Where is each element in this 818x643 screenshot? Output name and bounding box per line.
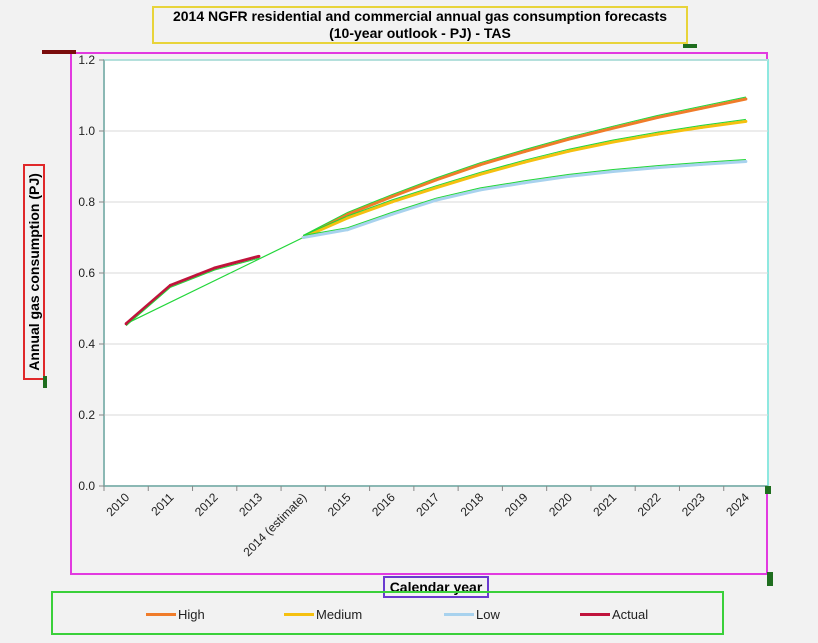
legend-item-high: High bbox=[146, 605, 205, 623]
series-highlight-high bbox=[302, 96, 747, 236]
legend-item-medium: Medium bbox=[284, 605, 362, 623]
x-tick-label: 2017 bbox=[413, 490, 442, 519]
data-point-actual bbox=[257, 254, 261, 258]
selection-handle bbox=[43, 376, 47, 388]
x-tick-label: 2021 bbox=[590, 490, 619, 519]
selection-handle bbox=[683, 44, 697, 48]
data-point-medium bbox=[523, 160, 527, 164]
y-axis-label-box bbox=[23, 164, 45, 380]
x-tick-label: 2016 bbox=[369, 490, 398, 519]
data-point-medium bbox=[567, 149, 571, 153]
data-point-medium bbox=[655, 132, 659, 136]
y-axis-label: Annual gas consumption (PJ) bbox=[26, 173, 42, 371]
x-tick-label: 2024 bbox=[723, 490, 752, 519]
selection-handle bbox=[765, 486, 771, 494]
series-highlight-medium bbox=[302, 118, 746, 236]
data-point-low bbox=[567, 174, 571, 178]
y-tick-label: 0.0 bbox=[78, 479, 95, 493]
data-point-actual bbox=[124, 322, 128, 326]
y-tick-label: 1.2 bbox=[78, 53, 95, 67]
data-point-medium bbox=[390, 200, 394, 204]
data-point-high bbox=[700, 106, 704, 110]
x-tick-label: 2019 bbox=[502, 490, 531, 519]
data-point-low bbox=[478, 188, 482, 192]
data-point-high bbox=[345, 212, 349, 216]
legend-swatch-high bbox=[146, 612, 176, 616]
series-highlight-low bbox=[303, 159, 746, 236]
legend-swatch-actual bbox=[580, 612, 610, 616]
legend-label-high: High bbox=[178, 606, 205, 622]
selection-handle bbox=[767, 572, 773, 586]
x-tick-label: 2012 bbox=[192, 490, 221, 519]
data-point-high bbox=[655, 116, 659, 120]
data-point-low bbox=[655, 166, 659, 170]
data-point-medium bbox=[611, 140, 615, 144]
data-point-high bbox=[567, 137, 571, 141]
data-point-medium bbox=[345, 216, 349, 220]
data-point-low bbox=[611, 169, 615, 173]
x-tick-label: 2023 bbox=[679, 490, 708, 519]
data-point-low bbox=[523, 181, 527, 185]
x-tick-label: 2022 bbox=[635, 490, 664, 519]
y-tick-label: 0.8 bbox=[78, 195, 95, 209]
data-point-low bbox=[700, 162, 704, 166]
x-tick-label: 2010 bbox=[103, 490, 132, 519]
y-tick-label: 0.2 bbox=[78, 408, 95, 422]
selection-handle bbox=[42, 50, 76, 54]
data-point-medium bbox=[478, 172, 482, 176]
legend-swatch-low bbox=[444, 612, 474, 616]
data-point-medium bbox=[744, 119, 748, 123]
legend-item-low: Low bbox=[444, 605, 500, 623]
data-point-high bbox=[478, 163, 482, 167]
trend-connector-line bbox=[125, 236, 304, 325]
chart-title-line-1: 2014 NGFR residential and commercial ann… bbox=[172, 8, 668, 24]
data-point-high bbox=[390, 195, 394, 199]
data-point-actual bbox=[213, 266, 217, 270]
legend-label-medium: Medium bbox=[316, 606, 363, 622]
x-tick-label: 2013 bbox=[236, 490, 265, 519]
data-point-low bbox=[434, 198, 438, 202]
data-point-high bbox=[434, 178, 438, 182]
series-line-actual bbox=[125, 254, 260, 325]
data-point-low bbox=[744, 160, 748, 164]
data-point-medium bbox=[434, 186, 438, 190]
series-highlight-actual bbox=[125, 257, 260, 327]
chart-title-line-2: (10-year outlook - PJ) - TAS bbox=[329, 25, 511, 41]
legend-label-actual: Actual bbox=[612, 606, 649, 622]
y-tick-label: 0.6 bbox=[78, 266, 95, 280]
x-tick-label: 2015 bbox=[325, 490, 354, 519]
data-point-medium bbox=[700, 125, 704, 129]
data-point-low bbox=[301, 236, 305, 239]
chart-title-box: 2014 NGFR residential and commercial ann… bbox=[152, 6, 688, 44]
legend: High Medium Low Actual bbox=[51, 591, 724, 635]
y-tick-label: 0.4 bbox=[78, 337, 95, 351]
y-tick-label: 1.0 bbox=[78, 124, 95, 138]
x-tick-label: 2011 bbox=[148, 490, 176, 518]
legend-swatch-medium bbox=[284, 612, 314, 616]
data-point-high bbox=[744, 97, 748, 101]
data-point-high bbox=[611, 126, 615, 130]
data-point-low bbox=[345, 228, 349, 232]
data-point-high bbox=[523, 150, 527, 154]
data-point-actual bbox=[168, 283, 172, 287]
data-point-low bbox=[390, 212, 394, 216]
x-tick-label: 2018 bbox=[458, 490, 487, 519]
x-tick-label: 2020 bbox=[546, 490, 575, 519]
legend-item-actual: Actual bbox=[580, 605, 648, 623]
legend-label-low: Low bbox=[476, 606, 500, 622]
